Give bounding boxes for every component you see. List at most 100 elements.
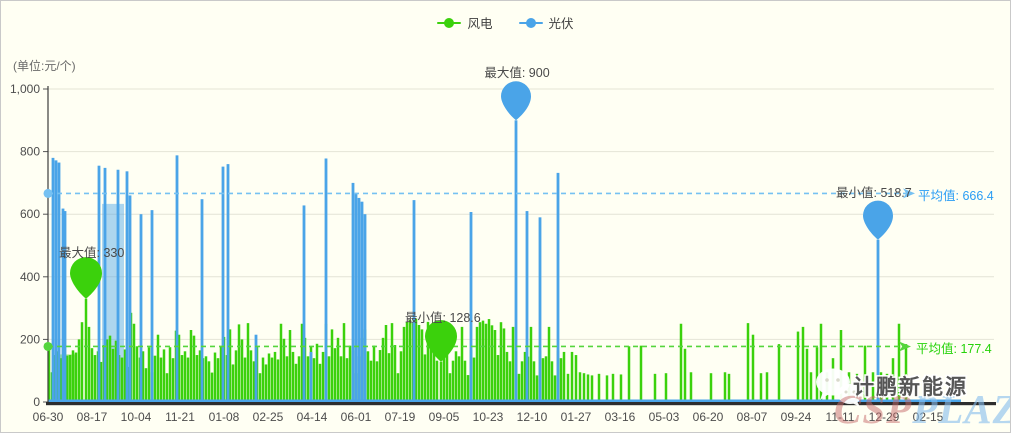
wind-bar — [71, 350, 75, 402]
wind-bar — [141, 351, 145, 402]
wind-bar — [375, 361, 379, 402]
wind-max-label: 最大值: 330 — [59, 246, 125, 260]
wind-bar — [597, 373, 601, 402]
wind-bar — [759, 373, 763, 402]
legend-label-pv: 光伏 — [548, 17, 574, 31]
wind-bar — [282, 338, 286, 402]
x-tick-label: 09-05 — [429, 410, 460, 424]
pv-bar — [63, 211, 67, 402]
wind-bar — [505, 351, 509, 402]
wind-bar — [219, 346, 223, 402]
wind-bar — [369, 360, 373, 402]
wind-bar — [231, 364, 235, 402]
wind-bar — [114, 340, 118, 402]
pv-bar — [116, 169, 120, 402]
wind-bar — [330, 329, 334, 402]
wind-bar — [493, 330, 497, 402]
wind-bar — [435, 360, 439, 402]
wind-bar — [408, 319, 412, 402]
wind-average-line-start-icon — [43, 341, 53, 351]
wind-bar — [327, 356, 331, 402]
wind-bar — [306, 356, 310, 402]
wind-bar — [709, 373, 713, 402]
pv-bar — [125, 171, 129, 402]
wind-bar — [252, 361, 256, 402]
wind-bar — [315, 343, 319, 402]
pv-bar — [128, 195, 132, 402]
wind-bar — [393, 345, 397, 402]
pv-bar — [351, 182, 355, 402]
wind-bar — [466, 375, 470, 402]
wind-bar — [460, 326, 464, 402]
wind-bar — [99, 361, 103, 402]
wind-bar — [508, 361, 512, 402]
wind-bar — [904, 344, 908, 402]
pv-bar — [357, 197, 361, 402]
wind-bar — [378, 350, 382, 402]
wind-bar — [210, 372, 214, 402]
wind-bar — [885, 373, 889, 402]
pv-bar — [538, 217, 542, 402]
wind-bar — [815, 347, 819, 402]
wind-bar — [825, 372, 829, 402]
wind-max-pin-icon — [70, 257, 102, 299]
wind-bar — [535, 375, 539, 402]
wind-bar — [336, 337, 340, 402]
wind-bar — [348, 345, 352, 402]
wind-bar — [132, 323, 136, 402]
wind-bar — [159, 357, 163, 402]
pv-bar — [51, 157, 55, 402]
wind-bar — [442, 326, 446, 402]
wind-bar — [294, 363, 298, 402]
wind-bar — [586, 374, 590, 402]
legend-item-wind[interactable]: 风电 — [437, 13, 493, 32]
wind-bar — [627, 346, 631, 402]
wind-bar — [653, 373, 657, 402]
x-tick-label: 10-23 — [473, 410, 504, 424]
wind-bar — [261, 357, 265, 402]
pv-bar — [324, 158, 328, 402]
wind-bar — [180, 355, 184, 402]
wind-bar — [487, 319, 491, 402]
wind-bar — [891, 358, 895, 402]
wind-bar — [198, 350, 202, 402]
x-tick-label: 07-19 — [385, 410, 416, 424]
pv-bar — [876, 239, 880, 402]
pv-bar — [412, 200, 416, 402]
pv-bar — [525, 211, 529, 402]
wind-bar — [342, 323, 346, 402]
wind-bar — [727, 373, 731, 402]
wind-bar — [809, 372, 813, 402]
wind-bar — [285, 356, 289, 402]
wind-bar — [396, 373, 400, 402]
wind-bar — [68, 355, 72, 402]
wind-bar — [264, 364, 268, 402]
wind-bar — [156, 334, 160, 402]
x-tick-label: 11-21 — [165, 410, 195, 424]
wind-bar — [339, 356, 343, 402]
wind-bar — [463, 360, 467, 402]
wind-min-pin-icon — [425, 320, 457, 362]
wind-bar — [529, 326, 533, 402]
y-tick-label: 0 — [33, 395, 40, 409]
wind-bar — [207, 361, 211, 402]
wind-bar — [578, 372, 582, 402]
wind-bar — [111, 348, 115, 402]
y-tick-label: 600 — [20, 207, 40, 221]
legend-item-pv[interactable]: 光伏 — [518, 13, 574, 32]
pv-bar — [103, 167, 107, 402]
wind-bar — [801, 326, 805, 402]
wind-bar — [547, 326, 551, 402]
x-tick-label: 08-17 — [77, 410, 108, 424]
wind-bar — [144, 368, 148, 402]
pv-max-pin-icon — [501, 81, 531, 121]
wind-bar — [426, 321, 430, 402]
pv-bar — [200, 199, 204, 402]
pv-bar — [354, 192, 358, 402]
y-axis-unit-label: (单位:元/个) — [13, 59, 76, 73]
wind-bar — [177, 334, 181, 402]
wind-bar — [559, 358, 563, 402]
pv-bar — [254, 334, 258, 402]
